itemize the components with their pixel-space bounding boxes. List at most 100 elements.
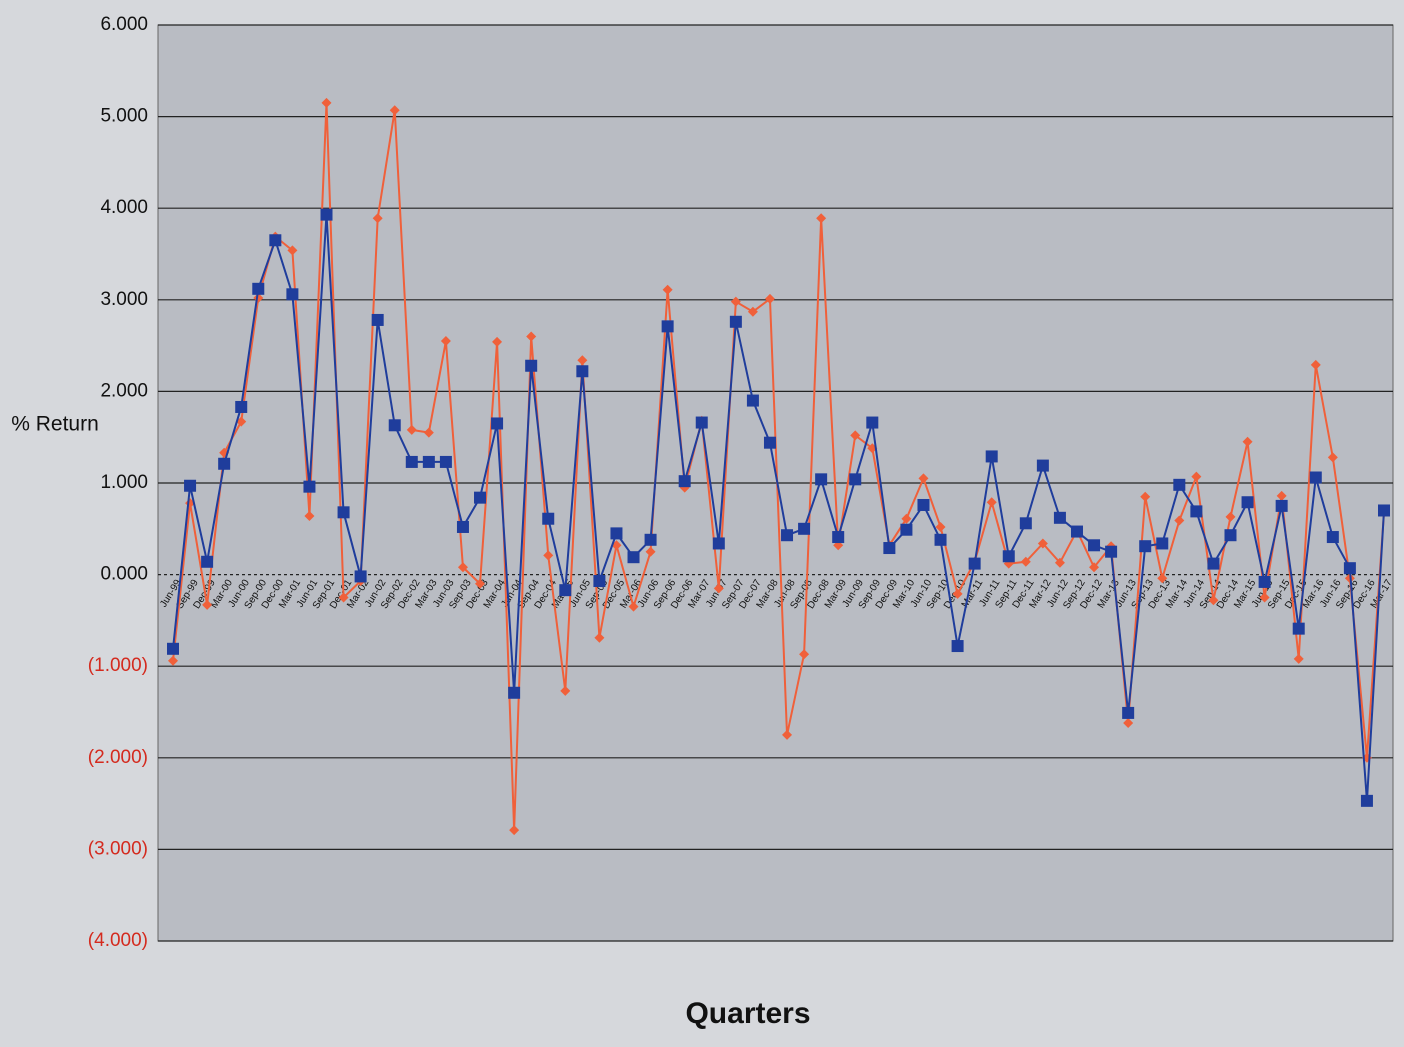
point-marker — [850, 430, 861, 441]
point-marker — [1258, 575, 1271, 588]
point-marker — [1276, 490, 1287, 501]
point-marker — [1309, 471, 1322, 484]
y-tick-label: (4.000) — [88, 930, 148, 951]
point-marker — [1020, 556, 1031, 567]
point-marker — [474, 491, 487, 504]
point-marker — [1140, 491, 1151, 502]
point-marker — [508, 686, 521, 699]
point-marker — [832, 531, 845, 544]
point-marker — [799, 649, 810, 660]
point-marker — [1208, 595, 1219, 606]
point-marker — [883, 542, 896, 555]
point-marker — [1360, 794, 1373, 807]
point-marker — [1292, 622, 1305, 635]
point-marker — [509, 825, 520, 836]
point-marker — [747, 306, 758, 317]
point-marker — [201, 555, 214, 568]
point-marker — [934, 533, 947, 546]
point-marker — [439, 455, 452, 468]
point-marker — [440, 336, 451, 347]
point-marker — [1259, 592, 1270, 603]
point-marker — [1089, 562, 1100, 573]
point-marker — [354, 570, 367, 583]
point-marker — [763, 436, 776, 449]
series-line — [172, 102, 1385, 831]
point-marker — [816, 213, 827, 224]
point-marker — [303, 480, 316, 493]
point-marker — [406, 424, 417, 435]
point-marker — [1054, 557, 1065, 568]
point-marker — [781, 529, 794, 542]
point-marker — [576, 365, 589, 378]
point-marker — [1002, 550, 1015, 563]
point-marker — [526, 331, 537, 342]
point-marker — [389, 105, 400, 116]
point-marker — [423, 427, 434, 438]
point-marker — [372, 213, 383, 224]
point-marker — [405, 455, 418, 468]
point-marker — [320, 208, 333, 221]
point-marker — [644, 533, 657, 546]
point-marker — [1275, 499, 1288, 512]
point-marker — [661, 320, 674, 333]
y-tick-label: (3.000) — [88, 838, 148, 859]
point-marker — [917, 498, 930, 511]
point-marker — [1225, 511, 1236, 522]
y-tick-label: 4.000 — [100, 197, 148, 218]
point-marker — [1174, 515, 1185, 526]
point-marker — [1123, 717, 1134, 728]
point-marker — [168, 655, 178, 666]
point-marker — [525, 359, 538, 372]
point-marker — [202, 599, 213, 610]
point-marker — [338, 592, 349, 603]
point-marker — [985, 450, 998, 463]
point-marker — [543, 550, 554, 561]
point-marker — [252, 282, 265, 295]
point-marker — [1088, 539, 1101, 552]
point-marker — [610, 527, 623, 540]
point-marker — [475, 578, 486, 589]
point-marker — [798, 522, 811, 535]
point-marker — [457, 562, 468, 573]
point-marker — [542, 512, 555, 525]
point-marker — [218, 457, 231, 470]
point-marker — [492, 336, 503, 347]
point-marker — [1293, 653, 1304, 664]
y-tick-label: 5.000 — [100, 106, 148, 127]
point-marker — [901, 513, 912, 524]
point-marker — [1037, 538, 1048, 549]
point-marker — [935, 521, 946, 532]
point-marker — [866, 416, 879, 429]
point-marker — [371, 313, 384, 326]
point-marker — [337, 506, 350, 519]
y-tick-label: 6.000 — [100, 14, 148, 35]
point-marker — [952, 588, 963, 599]
point-marker — [1207, 557, 1220, 570]
point-marker — [1105, 545, 1118, 558]
point-marker — [695, 416, 708, 429]
point-marker — [236, 416, 247, 427]
point-marker — [456, 520, 469, 533]
point-marker — [235, 400, 248, 413]
point-marker — [269, 234, 282, 247]
point-marker — [1157, 573, 1168, 584]
point-marker — [1224, 529, 1237, 542]
point-marker — [491, 417, 504, 430]
point-marker — [184, 479, 197, 492]
point-marker — [559, 584, 572, 597]
point-marker — [594, 632, 605, 643]
point-marker — [968, 557, 981, 570]
point-marker — [951, 640, 964, 653]
point-marker — [1191, 471, 1202, 482]
point-marker — [1241, 496, 1254, 509]
point-marker — [287, 245, 298, 256]
point-marker — [1122, 706, 1135, 719]
point-marker — [849, 473, 862, 486]
point-marker — [304, 510, 315, 521]
point-marker — [1310, 359, 1321, 370]
point-marker — [1036, 459, 1049, 472]
point-marker — [1156, 537, 1169, 550]
y-tick-label: 1.000 — [100, 472, 148, 493]
point-marker — [1378, 504, 1390, 517]
